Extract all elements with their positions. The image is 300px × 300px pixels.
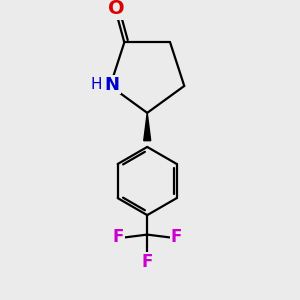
Text: F: F (112, 228, 124, 246)
Polygon shape (144, 113, 151, 141)
Text: F: F (142, 254, 153, 272)
Text: H: H (90, 77, 102, 92)
Text: F: F (171, 228, 182, 246)
Text: O: O (108, 0, 124, 19)
Text: N: N (105, 76, 120, 94)
